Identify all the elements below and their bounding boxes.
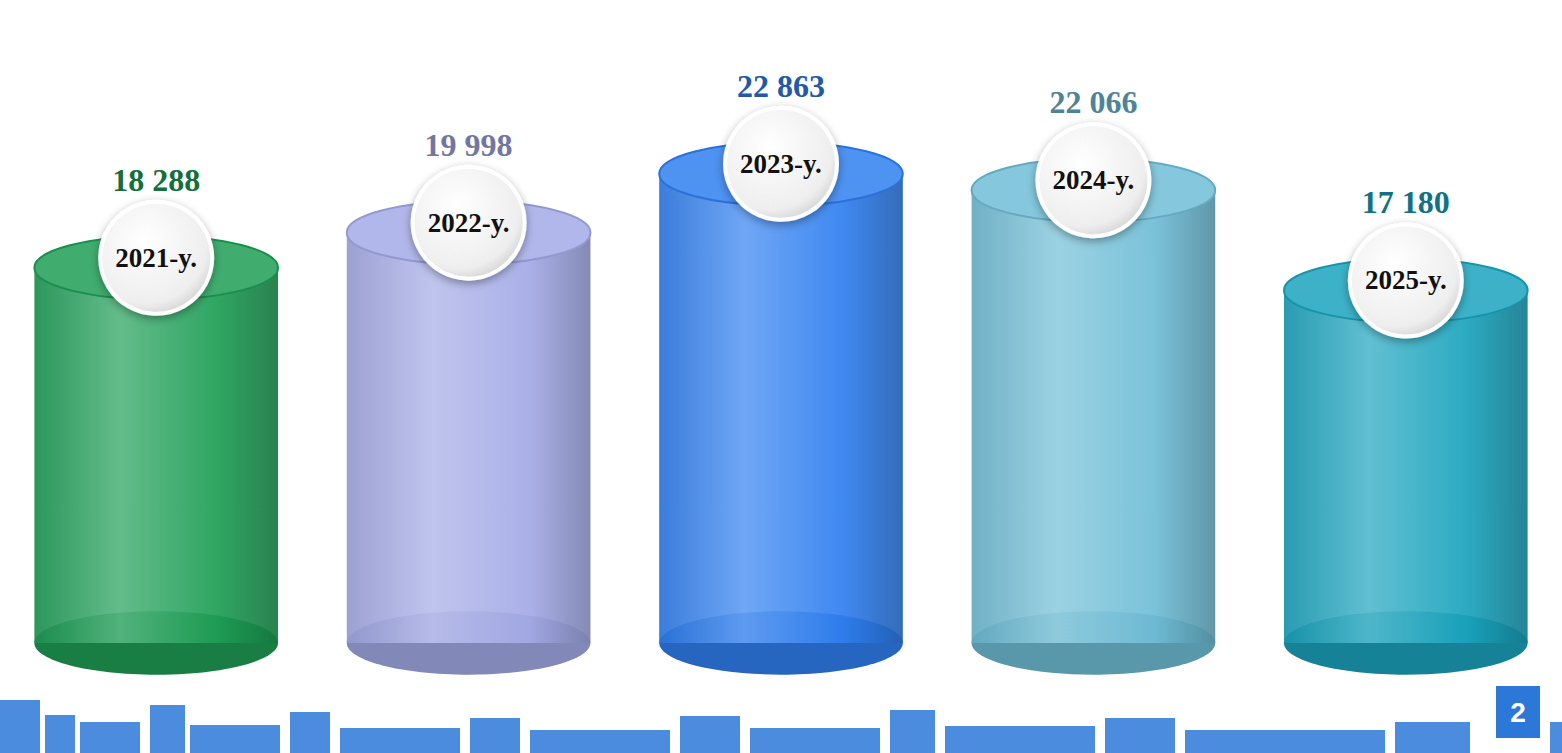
svg-text:22 863: 22 863 — [737, 68, 825, 104]
svg-text:17 180: 17 180 — [1362, 184, 1450, 220]
svg-text:2021-y.: 2021-y. — [115, 243, 197, 273]
svg-text:2022-y.: 2022-y. — [428, 208, 510, 238]
svg-text:2023-y.: 2023-y. — [740, 149, 822, 179]
svg-text:2025-y.: 2025-y. — [1365, 265, 1447, 295]
svg-text:2024-y.: 2024-y. — [1053, 165, 1135, 195]
svg-text:2: 2 — [1510, 697, 1526, 728]
svg-text:19 998: 19 998 — [425, 127, 513, 163]
svg-text:22 066: 22 066 — [1049, 84, 1137, 120]
svg-text:18 288: 18 288 — [112, 162, 200, 198]
